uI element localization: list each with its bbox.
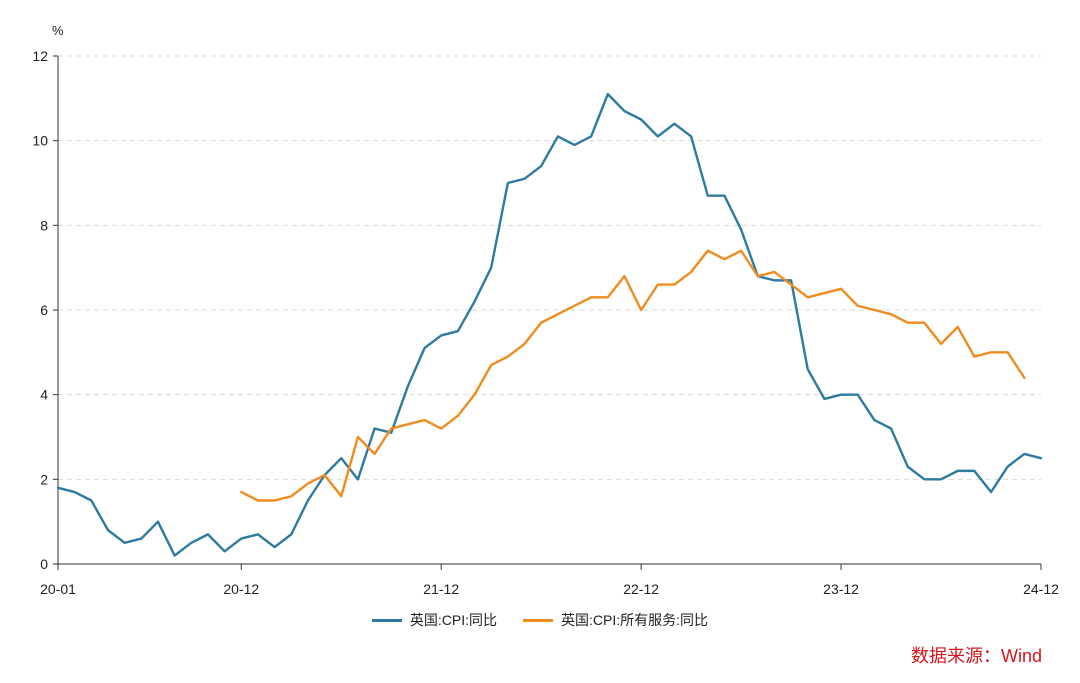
y-tick-label: 8 <box>40 217 48 233</box>
x-tick-label: 23-12 <box>823 581 859 597</box>
gridlines <box>58 55 1041 480</box>
legend-label-services: 英国:CPI:所有服务:同比 <box>561 612 709 628</box>
y-axis-unit: % <box>52 23 64 38</box>
legend-item-services: 英国:CPI:所有服务:同比 <box>523 610 708 630</box>
source-note: 数据来源：Wind <box>910 646 1042 666</box>
series-lines <box>56 92 1043 557</box>
y-tick-label: 10 <box>32 133 48 149</box>
legend-item-cpi: 英国:CPI:同比 <box>371 610 498 630</box>
legend-swatch-services <box>523 618 554 622</box>
y-tick-label: 6 <box>40 302 48 318</box>
series-line-1 <box>240 249 1026 502</box>
axes: 0 2 4 6 8 10 12 20-01 20-12 21-12 22-12 23-12 24-12 <box>32 48 1059 597</box>
x-tick-label: 24-12 <box>1023 581 1059 597</box>
x-tick-label: 20-01 <box>40 581 76 597</box>
legend-swatch-cpi <box>371 618 402 622</box>
y-tick-label: 12 <box>32 48 48 64</box>
y-tick-label: 0 <box>40 556 48 572</box>
y-tick-label: 4 <box>40 387 48 403</box>
x-tick-label: 20-12 <box>223 581 259 597</box>
y-tick-label: 2 <box>40 471 48 487</box>
legend: 英国:CPI:同比 英国:CPI:所有服务:同比 <box>0 609 1080 631</box>
legend-label-cpi: 英国:CPI:同比 <box>409 612 498 628</box>
x-tick-label: 21-12 <box>423 581 459 597</box>
series-line-0 <box>56 92 1043 557</box>
x-tick-label: 22-12 <box>623 581 659 597</box>
